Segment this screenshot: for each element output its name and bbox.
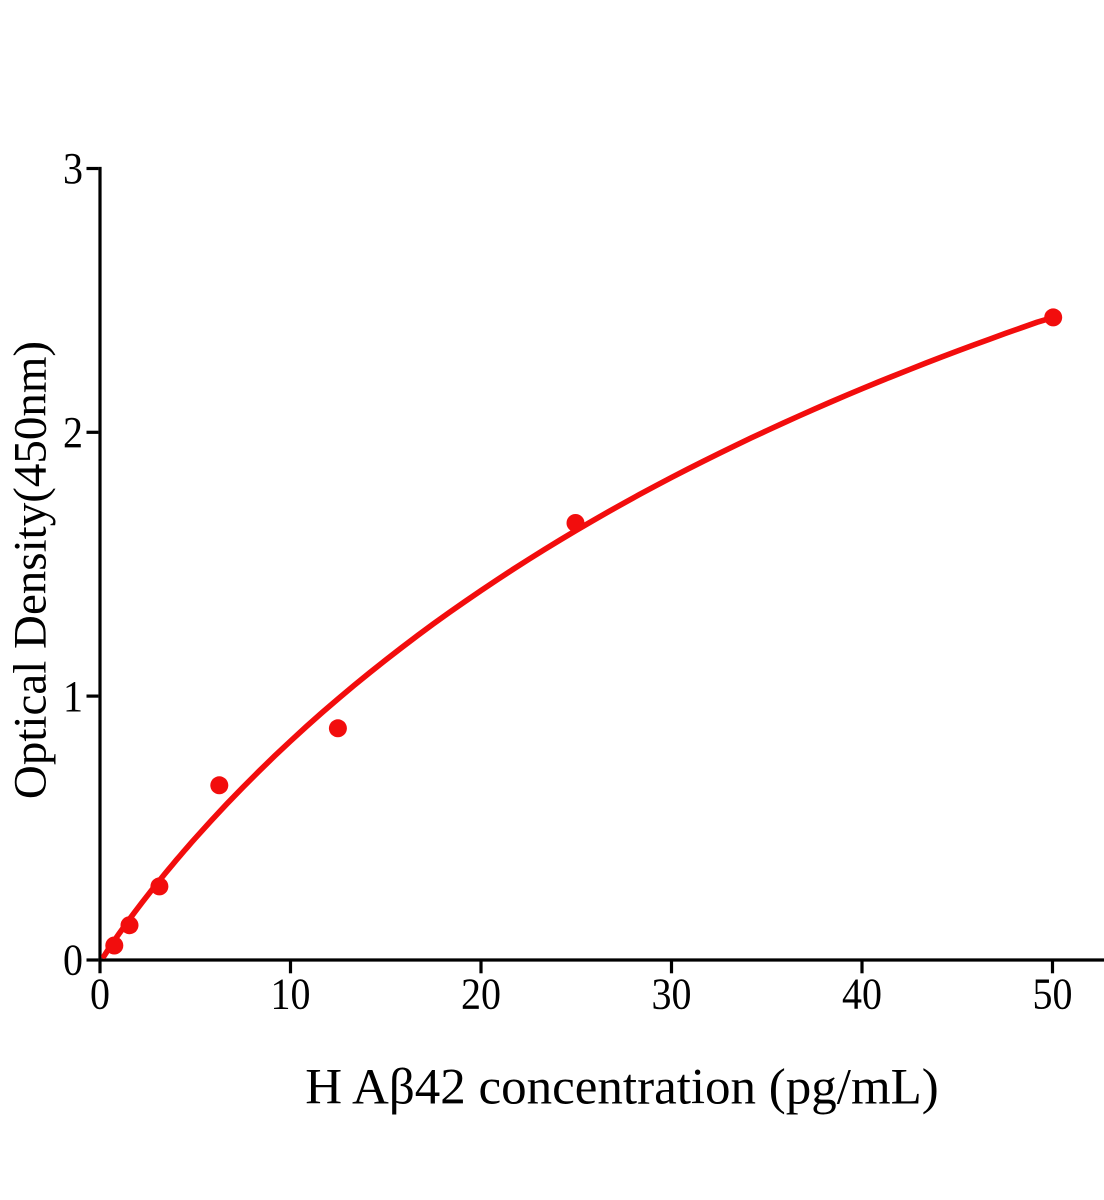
svg-text:0: 0: [63, 937, 83, 985]
svg-text:0: 0: [90, 971, 110, 1019]
svg-text:40: 40: [842, 971, 882, 1019]
svg-text:3: 3: [63, 146, 83, 194]
svg-text:2: 2: [63, 409, 83, 457]
svg-text:30: 30: [652, 971, 692, 1019]
svg-text:20: 20: [461, 971, 501, 1019]
svg-text:50: 50: [1033, 971, 1073, 1019]
svg-text:Optical Density(450nm): Optical Density(450nm): [5, 341, 57, 799]
svg-text:10: 10: [271, 971, 311, 1019]
svg-text:1: 1: [63, 673, 83, 721]
svg-text:H Aβ42 concentration (pg/mL): H Aβ42 concentration (pg/mL): [305, 1060, 939, 1116]
